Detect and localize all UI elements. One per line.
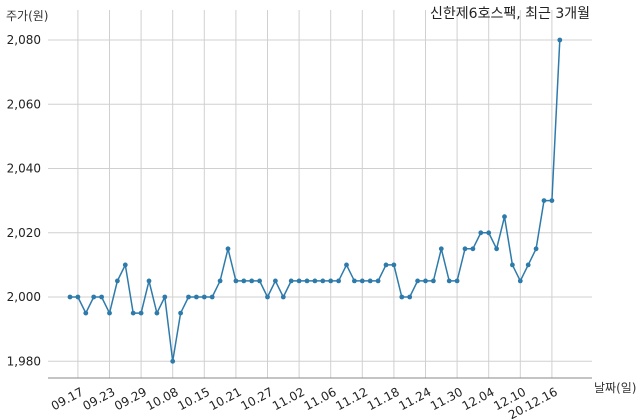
chart-title: 신한제6호스팩, 최근 3개월 (430, 6, 590, 22)
x-tick-label: 10.27 (239, 385, 276, 413)
data-point (438, 246, 444, 252)
data-point (470, 246, 476, 252)
data-point (178, 310, 184, 316)
x-tick-label: 10.08 (144, 385, 181, 413)
y-tick-label: 2,040 (7, 162, 41, 176)
data-point (225, 246, 231, 252)
x-tick-label: 11.06 (302, 385, 339, 413)
data-point (328, 278, 334, 284)
x-tick-label: 11.30 (428, 385, 465, 413)
data-point (75, 294, 81, 300)
data-point (494, 246, 499, 252)
data-point (288, 278, 294, 284)
data-point (415, 278, 420, 284)
data-point (138, 310, 144, 316)
data-point (265, 294, 270, 300)
data-point (273, 278, 278, 284)
y-tick-label: 2,000 (7, 290, 41, 304)
data-point (462, 246, 468, 252)
data-point (533, 246, 539, 252)
y-axis-label: 주가(원) (6, 9, 48, 23)
data-point (549, 198, 555, 204)
data-point (217, 278, 223, 284)
data-point (280, 294, 286, 300)
data-point (115, 278, 120, 284)
data-point (170, 358, 176, 364)
data-point (320, 278, 326, 284)
x-tick-label: 11.02 (270, 385, 307, 413)
data-point (91, 294, 97, 300)
data-point (344, 262, 349, 268)
data-point (407, 294, 413, 300)
data-point (486, 230, 492, 236)
data-point (201, 294, 207, 300)
data-point (249, 278, 255, 284)
data-points (67, 37, 563, 364)
data-point (399, 294, 405, 300)
data-point (146, 278, 152, 284)
data-point (312, 278, 318, 284)
data-point (557, 37, 563, 43)
data-point (352, 278, 357, 284)
data-point (130, 310, 136, 316)
data-point (257, 278, 262, 284)
data-point (541, 198, 547, 204)
data-point (304, 278, 310, 284)
x-tick-label: 09.17 (49, 385, 86, 413)
data-point (391, 262, 397, 268)
data-point (336, 278, 341, 284)
data-point (478, 230, 484, 236)
grid (48, 10, 592, 378)
y-tick-label: 2,080 (7, 33, 41, 47)
y-tick-label: 1,980 (7, 354, 41, 368)
data-point (359, 278, 365, 284)
x-tick-label: 09.23 (81, 385, 118, 413)
data-point (194, 294, 199, 300)
data-point (502, 214, 507, 220)
x-tick-label: 11.24 (397, 385, 434, 413)
x-tick-label: 10.21 (207, 385, 244, 413)
data-point (431, 278, 436, 284)
x-tick-label: 10.15 (175, 385, 212, 413)
data-point (510, 262, 515, 268)
data-point (186, 294, 191, 300)
data-point (154, 310, 160, 316)
y-tick-label: 2,060 (7, 97, 41, 111)
x-tick-label: 12.04 (460, 385, 497, 413)
data-point (83, 310, 89, 316)
data-point (296, 278, 302, 284)
data-point (107, 310, 112, 316)
data-point (241, 278, 247, 284)
data-point (367, 278, 373, 284)
x-tick-label: 11.18 (365, 385, 402, 413)
data-point (517, 278, 523, 284)
data-point (446, 278, 452, 284)
data-point (162, 294, 168, 300)
data-point (209, 294, 215, 300)
data-point (383, 262, 389, 268)
data-point (233, 278, 239, 284)
data-point (99, 294, 104, 300)
data-point (454, 278, 460, 284)
x-axis-label: 날짜(일) (594, 381, 636, 395)
x-tick-label: 11.12 (333, 385, 370, 413)
data-point (423, 278, 428, 284)
data-point (375, 278, 381, 284)
y-tick-label: 2,020 (7, 226, 41, 240)
data-point (525, 262, 531, 268)
x-tick-label: 09.29 (112, 385, 149, 413)
data-point (67, 294, 73, 300)
data-point (122, 262, 128, 268)
